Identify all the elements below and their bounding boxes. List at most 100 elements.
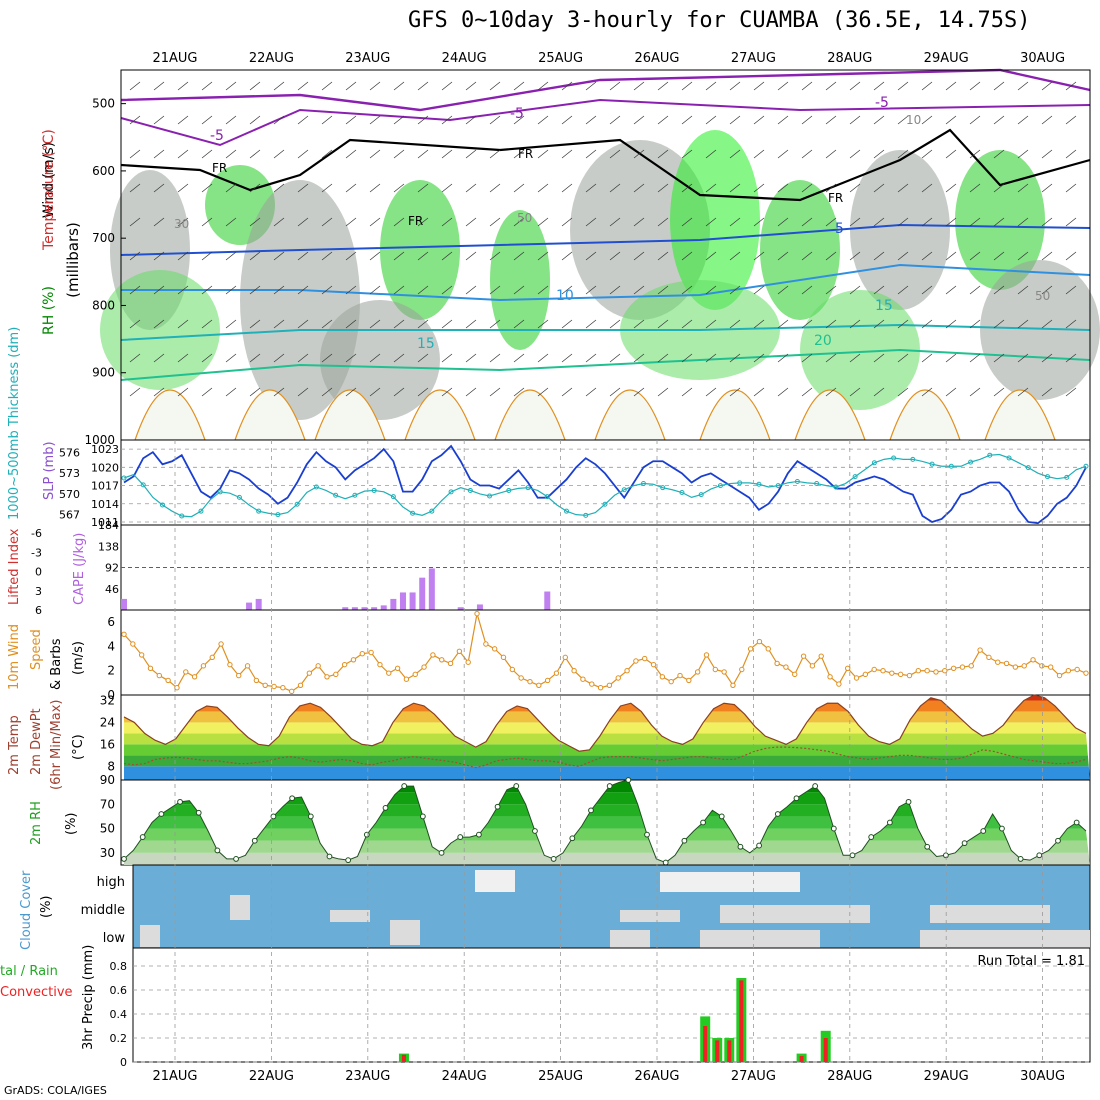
wind-barb xyxy=(777,319,789,329)
wind-barb xyxy=(849,81,861,91)
thickness-tick: 573 xyxy=(59,467,80,480)
wind-barb xyxy=(1017,251,1029,261)
wind-barb xyxy=(993,217,1005,227)
wind-barb xyxy=(753,149,765,159)
wind-speed-point xyxy=(800,653,807,659)
wind-barb xyxy=(1065,353,1077,363)
thickness-point xyxy=(140,482,146,488)
rh-axis-label: RH (%) xyxy=(41,286,57,335)
wind-barb xyxy=(705,387,717,397)
wind-speed-point xyxy=(368,649,374,656)
thickness-axis-label: 1000~500mb Thickness (dm) xyxy=(7,327,22,520)
wind-speed-point xyxy=(456,648,463,654)
wind-barb xyxy=(345,115,357,125)
wind-tick: 2 xyxy=(107,664,115,678)
contour-label: 10 xyxy=(906,113,921,127)
rh-blob xyxy=(800,290,920,410)
rh-blob xyxy=(760,180,840,320)
pressure-tick: 800 xyxy=(92,298,115,312)
slp-line xyxy=(123,444,1087,525)
wind-barb xyxy=(969,149,981,159)
wind-barb xyxy=(1041,149,1053,159)
wind-barb xyxy=(441,251,453,261)
wind-barb xyxy=(201,285,213,295)
wind-barb xyxy=(945,353,957,363)
wind-barb xyxy=(369,81,381,91)
wind-barb xyxy=(1065,81,1077,91)
thickness-point xyxy=(583,512,589,518)
wind-speed-point xyxy=(403,676,410,682)
wind-speed-point xyxy=(959,664,966,670)
wind-barb xyxy=(345,251,357,261)
wind-barb xyxy=(561,115,573,125)
wind-barb xyxy=(417,319,429,329)
wind-barb xyxy=(225,217,237,227)
rh-point xyxy=(1055,837,1061,844)
wind-barb xyxy=(633,285,645,295)
thickness-point xyxy=(833,484,839,490)
wind-barb xyxy=(945,183,957,193)
wind-barb xyxy=(297,149,309,159)
thickness-tick: 570 xyxy=(59,488,80,501)
wind-barb xyxy=(801,81,813,91)
wind-barb xyxy=(321,387,333,397)
wind-barb xyxy=(801,115,813,125)
wind-barb xyxy=(393,285,405,295)
wind-barb xyxy=(129,149,141,159)
wind-barb xyxy=(585,217,597,227)
wind-speed-point xyxy=(1003,660,1010,667)
wind-barb xyxy=(633,387,645,397)
wind-speed-point xyxy=(324,674,330,680)
wind-speed-point xyxy=(739,666,745,673)
wind-barb xyxy=(561,183,573,193)
wind-barb xyxy=(129,81,141,91)
thickness-point xyxy=(179,513,185,519)
rh-point xyxy=(363,831,370,838)
wind-barb xyxy=(369,319,381,329)
wind-barb xyxy=(393,353,405,363)
wind-barb xyxy=(969,251,981,261)
cloud-block xyxy=(330,910,370,922)
wind-barb xyxy=(705,251,717,261)
wind-barb xyxy=(705,217,717,227)
wind-barb xyxy=(129,251,141,261)
wind-barb xyxy=(897,387,909,397)
slp-tick: 1014 xyxy=(91,498,119,511)
rh-point xyxy=(849,852,856,859)
rh-blob xyxy=(100,270,220,390)
wind-speed-point xyxy=(527,678,533,685)
thickness-point xyxy=(756,481,762,487)
wind-barb xyxy=(1017,217,1029,227)
rh-point xyxy=(121,856,127,862)
wind-barb xyxy=(777,285,789,295)
wind-barb xyxy=(489,285,501,295)
pressure-tick: 1000 xyxy=(84,433,115,447)
wind-barb xyxy=(633,81,645,91)
wind-speed-point xyxy=(809,663,816,669)
wind-barb xyxy=(681,115,693,125)
wind-barb xyxy=(249,217,261,227)
wind-barb xyxy=(969,217,981,227)
wind-speed-point xyxy=(439,657,445,663)
wind-barb xyxy=(825,149,837,159)
wind-speed-point xyxy=(253,677,260,684)
wind-barb xyxy=(825,217,837,227)
wind-barb xyxy=(681,149,693,159)
wind-barb xyxy=(633,149,645,159)
wind-speed-point xyxy=(589,681,595,687)
precip-tick: 0 xyxy=(120,1056,127,1069)
wind-barb xyxy=(177,285,189,295)
wind-barb xyxy=(801,353,813,363)
temp-band xyxy=(124,733,1090,745)
rh-point xyxy=(793,795,800,802)
wind-speed-point xyxy=(183,669,189,675)
wind-barb xyxy=(369,285,381,295)
wind-barb xyxy=(969,353,981,363)
wind-barb xyxy=(369,115,381,125)
rh-point xyxy=(177,798,183,805)
wind-barb xyxy=(969,319,981,329)
rh-point xyxy=(812,783,819,789)
wind-barb xyxy=(609,387,621,397)
cloud-row-label: high xyxy=(97,875,125,890)
wind-speed-point xyxy=(244,663,251,669)
